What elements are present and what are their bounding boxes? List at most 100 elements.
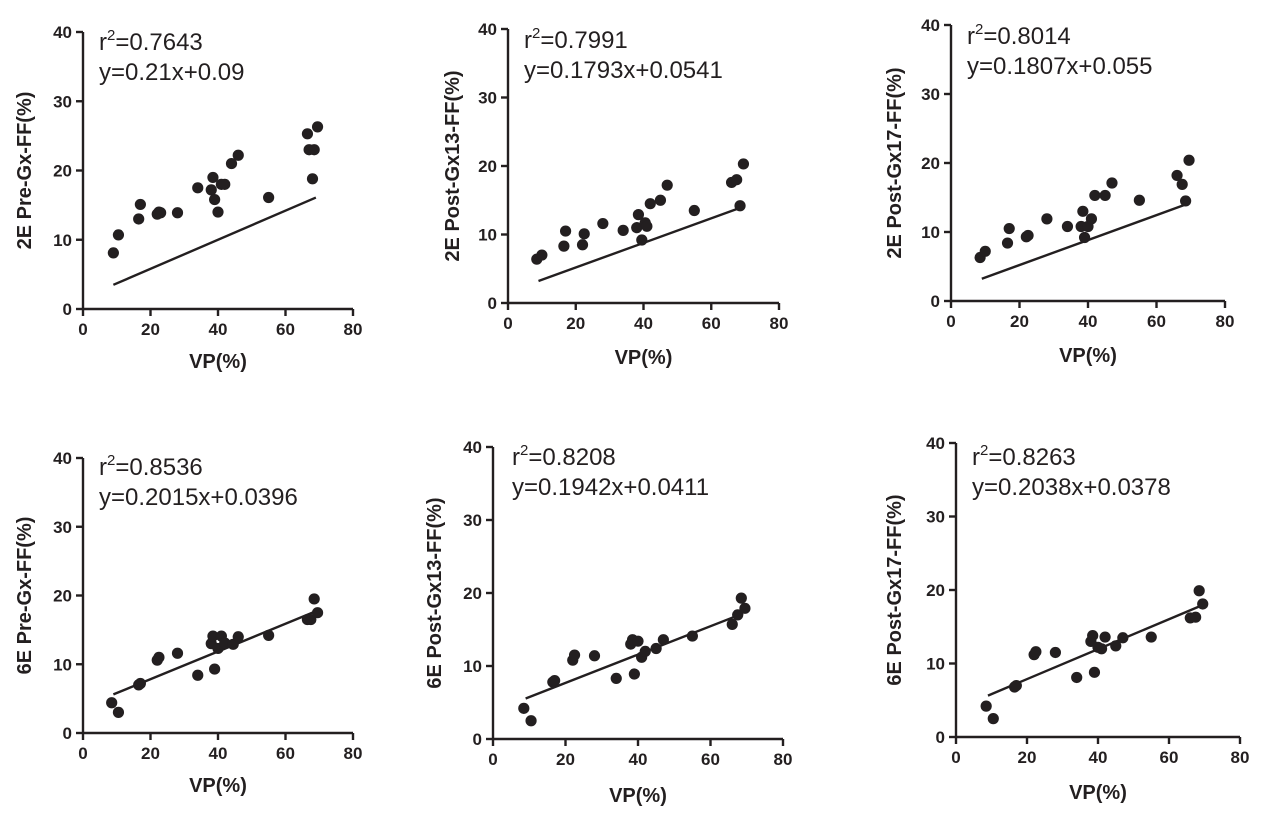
data-point xyxy=(617,224,629,236)
data-point xyxy=(650,642,662,655)
data-point xyxy=(632,635,644,647)
x-tick-label: 40 xyxy=(1089,748,1108,767)
y-tick-label: 10 xyxy=(53,231,72,250)
x-tick-label: 20 xyxy=(1018,748,1037,767)
x-tick-label: 60 xyxy=(1147,312,1166,331)
r-squared-annotation: r2=0.8208 xyxy=(512,442,616,471)
regression-equation: y=0.1793x+0.0541 xyxy=(524,57,723,84)
x-tick-label: 80 xyxy=(344,744,363,763)
data-point xyxy=(263,629,275,641)
y-tick-label: 0 xyxy=(488,294,497,313)
data-point xyxy=(232,631,244,643)
data-point xyxy=(305,613,317,626)
x-axis-title: VP(%) xyxy=(189,775,247,797)
y-tick-label: 40 xyxy=(926,434,945,453)
data-point xyxy=(536,249,548,261)
data-point xyxy=(306,173,319,185)
x-tick-label: 40 xyxy=(629,750,648,769)
x-tick-label: 40 xyxy=(634,314,653,333)
y-tick-label: 20 xyxy=(53,162,72,181)
x-axis-title: VP(%) xyxy=(189,351,247,373)
x-tick-label: 40 xyxy=(1079,312,1098,331)
data-point xyxy=(207,171,219,184)
y-tick-label: 0 xyxy=(936,728,945,747)
scatter-panel-5: 0 10 20 30 40 0 20 40 60 80 VP(%) 6E Post-Gx13-FF(%… xyxy=(424,438,792,807)
data-point xyxy=(219,178,231,190)
y-tick-label: 20 xyxy=(921,154,940,173)
data-point xyxy=(171,647,184,659)
data-point xyxy=(980,700,992,712)
data-point xyxy=(1133,194,1145,206)
data-point xyxy=(1106,177,1118,189)
data-point xyxy=(1071,671,1083,684)
data-point xyxy=(301,128,314,140)
data-point xyxy=(1145,631,1157,643)
data-point xyxy=(1077,205,1089,217)
x-tick-label: 20 xyxy=(566,314,585,333)
data-point xyxy=(641,220,653,232)
data-point xyxy=(112,229,125,241)
regression-line xyxy=(525,612,744,700)
y-tick-label: 40 xyxy=(53,23,72,42)
y-tick-label: 10 xyxy=(463,657,482,676)
data-point xyxy=(688,204,700,217)
data-point xyxy=(657,634,669,646)
data-point xyxy=(225,157,238,170)
x-tick-label: 0 xyxy=(488,750,497,769)
x-tick-label: 60 xyxy=(701,750,720,769)
x-tick-label: 80 xyxy=(774,750,793,769)
y-tick-label: 0 xyxy=(63,724,72,743)
data-point xyxy=(1110,640,1122,652)
y-tick-label: 0 xyxy=(63,300,72,319)
data-point xyxy=(739,602,751,614)
x-tick-label: 80 xyxy=(1216,312,1235,331)
data-point xyxy=(597,217,609,230)
y-tick-label: 40 xyxy=(478,20,497,39)
data-point xyxy=(1089,189,1101,202)
data-point xyxy=(1010,679,1022,692)
data-point xyxy=(311,607,324,619)
regression-equation: y=0.21x+0.09 xyxy=(99,59,244,86)
data-point xyxy=(628,668,640,680)
data-point xyxy=(558,240,570,252)
data-point xyxy=(1030,646,1042,658)
y-tick-label: 30 xyxy=(463,511,482,530)
data-point xyxy=(1088,666,1101,678)
y-tick-label: 20 xyxy=(926,581,945,600)
y-tick-label: 10 xyxy=(53,655,72,674)
data-point xyxy=(207,630,219,642)
data-point xyxy=(133,213,145,225)
y-tick-label: 20 xyxy=(478,157,497,176)
data-point xyxy=(1085,213,1098,225)
x-axis-title: VP(%) xyxy=(1069,782,1127,804)
scatter-panel-1: 0 10 20 30 40 0 20 40 60 80 VP(%) 2E Pre-Gx-FF(%) r2… xyxy=(14,23,362,373)
data-point xyxy=(232,149,244,161)
data-point xyxy=(518,702,530,714)
data-point xyxy=(525,715,537,727)
data-point xyxy=(644,198,656,210)
y-tick-label: 30 xyxy=(926,508,945,527)
data-point xyxy=(1117,632,1129,644)
x-tick-label: 80 xyxy=(1231,748,1250,767)
data-point xyxy=(1183,154,1195,166)
y-tick-label: 10 xyxy=(926,655,945,674)
x-tick-label: 80 xyxy=(770,314,789,333)
data-point xyxy=(979,245,991,257)
data-point xyxy=(731,174,743,186)
scatter-panel-4: 0 10 20 30 40 0 20 40 60 80 VP(%) 6E Pre-Gx-FF(%) r2… xyxy=(14,449,362,797)
y-tick-label: 40 xyxy=(463,438,482,457)
data-point xyxy=(134,677,146,690)
x-tick-label: 0 xyxy=(946,312,955,331)
data-point xyxy=(1003,222,1015,235)
x-tick-label: 60 xyxy=(276,744,295,763)
y-tick-label: 30 xyxy=(53,92,72,111)
data-point xyxy=(192,669,204,681)
data-point xyxy=(654,194,667,206)
x-tick-label: 80 xyxy=(344,320,363,339)
r-squared-annotation: r2=0.7991 xyxy=(524,25,628,54)
x-tick-label: 0 xyxy=(78,320,87,339)
data-point xyxy=(311,121,324,133)
data-point xyxy=(107,247,119,259)
data-point xyxy=(205,184,217,196)
x-tick-label: 60 xyxy=(702,314,721,333)
